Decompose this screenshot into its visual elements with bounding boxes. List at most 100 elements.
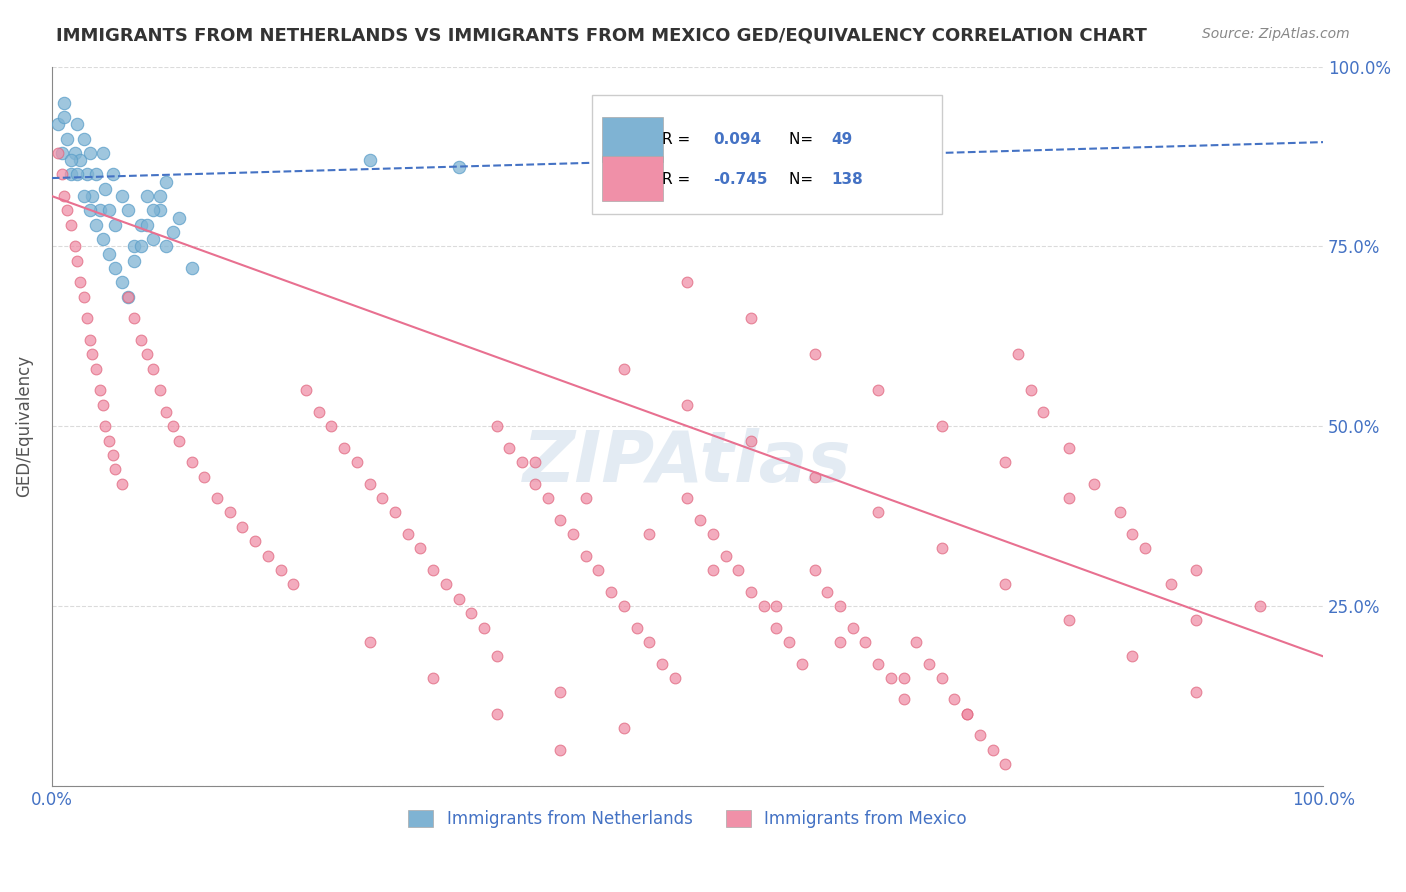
Point bbox=[562, 527, 585, 541]
Point bbox=[803, 563, 825, 577]
Point bbox=[142, 232, 165, 246]
Point bbox=[124, 311, 146, 326]
Point bbox=[994, 455, 1017, 469]
Point bbox=[51, 145, 73, 160]
Point bbox=[1249, 599, 1271, 613]
Point bbox=[111, 189, 134, 203]
Point bbox=[46, 145, 69, 160]
Point bbox=[76, 168, 98, 182]
Point bbox=[84, 218, 107, 232]
Point bbox=[918, 657, 941, 671]
Point bbox=[931, 541, 953, 556]
Point bbox=[905, 635, 928, 649]
Point bbox=[82, 189, 104, 203]
Point bbox=[1185, 563, 1208, 577]
Point bbox=[101, 168, 124, 182]
Point bbox=[283, 577, 305, 591]
Point bbox=[485, 649, 508, 664]
Point bbox=[994, 757, 1017, 772]
Point bbox=[333, 441, 356, 455]
Point bbox=[893, 692, 915, 706]
Point bbox=[82, 347, 104, 361]
Text: R =: R = bbox=[662, 132, 695, 147]
Point bbox=[1057, 491, 1080, 505]
Point bbox=[994, 577, 1017, 591]
Point bbox=[295, 383, 318, 397]
Point bbox=[575, 549, 598, 563]
Point bbox=[89, 203, 111, 218]
Point bbox=[422, 671, 444, 685]
Point bbox=[600, 584, 623, 599]
Point bbox=[943, 692, 966, 706]
Point bbox=[803, 347, 825, 361]
Point bbox=[142, 361, 165, 376]
Point bbox=[893, 671, 915, 685]
Point bbox=[308, 405, 330, 419]
Point bbox=[46, 117, 69, 131]
Point bbox=[803, 469, 825, 483]
Point bbox=[613, 599, 636, 613]
Text: 49: 49 bbox=[831, 132, 852, 147]
Point bbox=[205, 491, 228, 505]
Point bbox=[94, 182, 117, 196]
Point bbox=[346, 455, 368, 469]
Point bbox=[56, 203, 79, 218]
Point bbox=[180, 455, 202, 469]
Point bbox=[155, 405, 177, 419]
Point bbox=[129, 333, 152, 347]
Text: ZIPAtlas: ZIPAtlas bbox=[523, 427, 852, 497]
Text: -0.745: -0.745 bbox=[713, 172, 768, 187]
Point bbox=[485, 419, 508, 434]
Text: N=: N= bbox=[789, 132, 818, 147]
Point bbox=[550, 685, 572, 699]
Point bbox=[1032, 405, 1054, 419]
Point bbox=[790, 657, 813, 671]
Point bbox=[1108, 506, 1130, 520]
Point bbox=[231, 520, 253, 534]
Point bbox=[94, 419, 117, 434]
Point bbox=[855, 635, 877, 649]
Point bbox=[714, 549, 737, 563]
Point bbox=[931, 671, 953, 685]
Text: 138: 138 bbox=[831, 172, 863, 187]
Point bbox=[536, 491, 558, 505]
Point bbox=[1007, 347, 1029, 361]
Point bbox=[828, 599, 851, 613]
Point bbox=[129, 239, 152, 253]
Point bbox=[409, 541, 432, 556]
Legend: Immigrants from Netherlands, Immigrants from Mexico: Immigrants from Netherlands, Immigrants … bbox=[402, 804, 973, 835]
Point bbox=[59, 153, 82, 167]
Point bbox=[53, 95, 76, 110]
Point bbox=[97, 203, 120, 218]
Point bbox=[702, 527, 724, 541]
Point bbox=[841, 621, 863, 635]
Point bbox=[136, 189, 159, 203]
Point bbox=[1185, 685, 1208, 699]
Point bbox=[104, 260, 127, 275]
Point bbox=[359, 635, 381, 649]
Point bbox=[111, 476, 134, 491]
FancyBboxPatch shape bbox=[602, 156, 664, 201]
Point bbox=[59, 218, 82, 232]
Point bbox=[727, 563, 749, 577]
Point bbox=[1121, 527, 1143, 541]
Point bbox=[117, 290, 139, 304]
Point bbox=[460, 606, 482, 620]
Point bbox=[149, 203, 172, 218]
Point bbox=[53, 110, 76, 124]
Point bbox=[72, 131, 94, 145]
FancyBboxPatch shape bbox=[592, 95, 942, 214]
Point bbox=[124, 253, 146, 268]
Point bbox=[485, 706, 508, 721]
Point bbox=[101, 448, 124, 462]
Point bbox=[931, 419, 953, 434]
Point bbox=[89, 383, 111, 397]
Point bbox=[981, 743, 1004, 757]
Point bbox=[956, 706, 979, 721]
Point bbox=[868, 383, 890, 397]
Point bbox=[56, 131, 79, 145]
Point bbox=[124, 239, 146, 253]
Point bbox=[66, 117, 89, 131]
Point bbox=[740, 311, 762, 326]
Point bbox=[97, 246, 120, 260]
